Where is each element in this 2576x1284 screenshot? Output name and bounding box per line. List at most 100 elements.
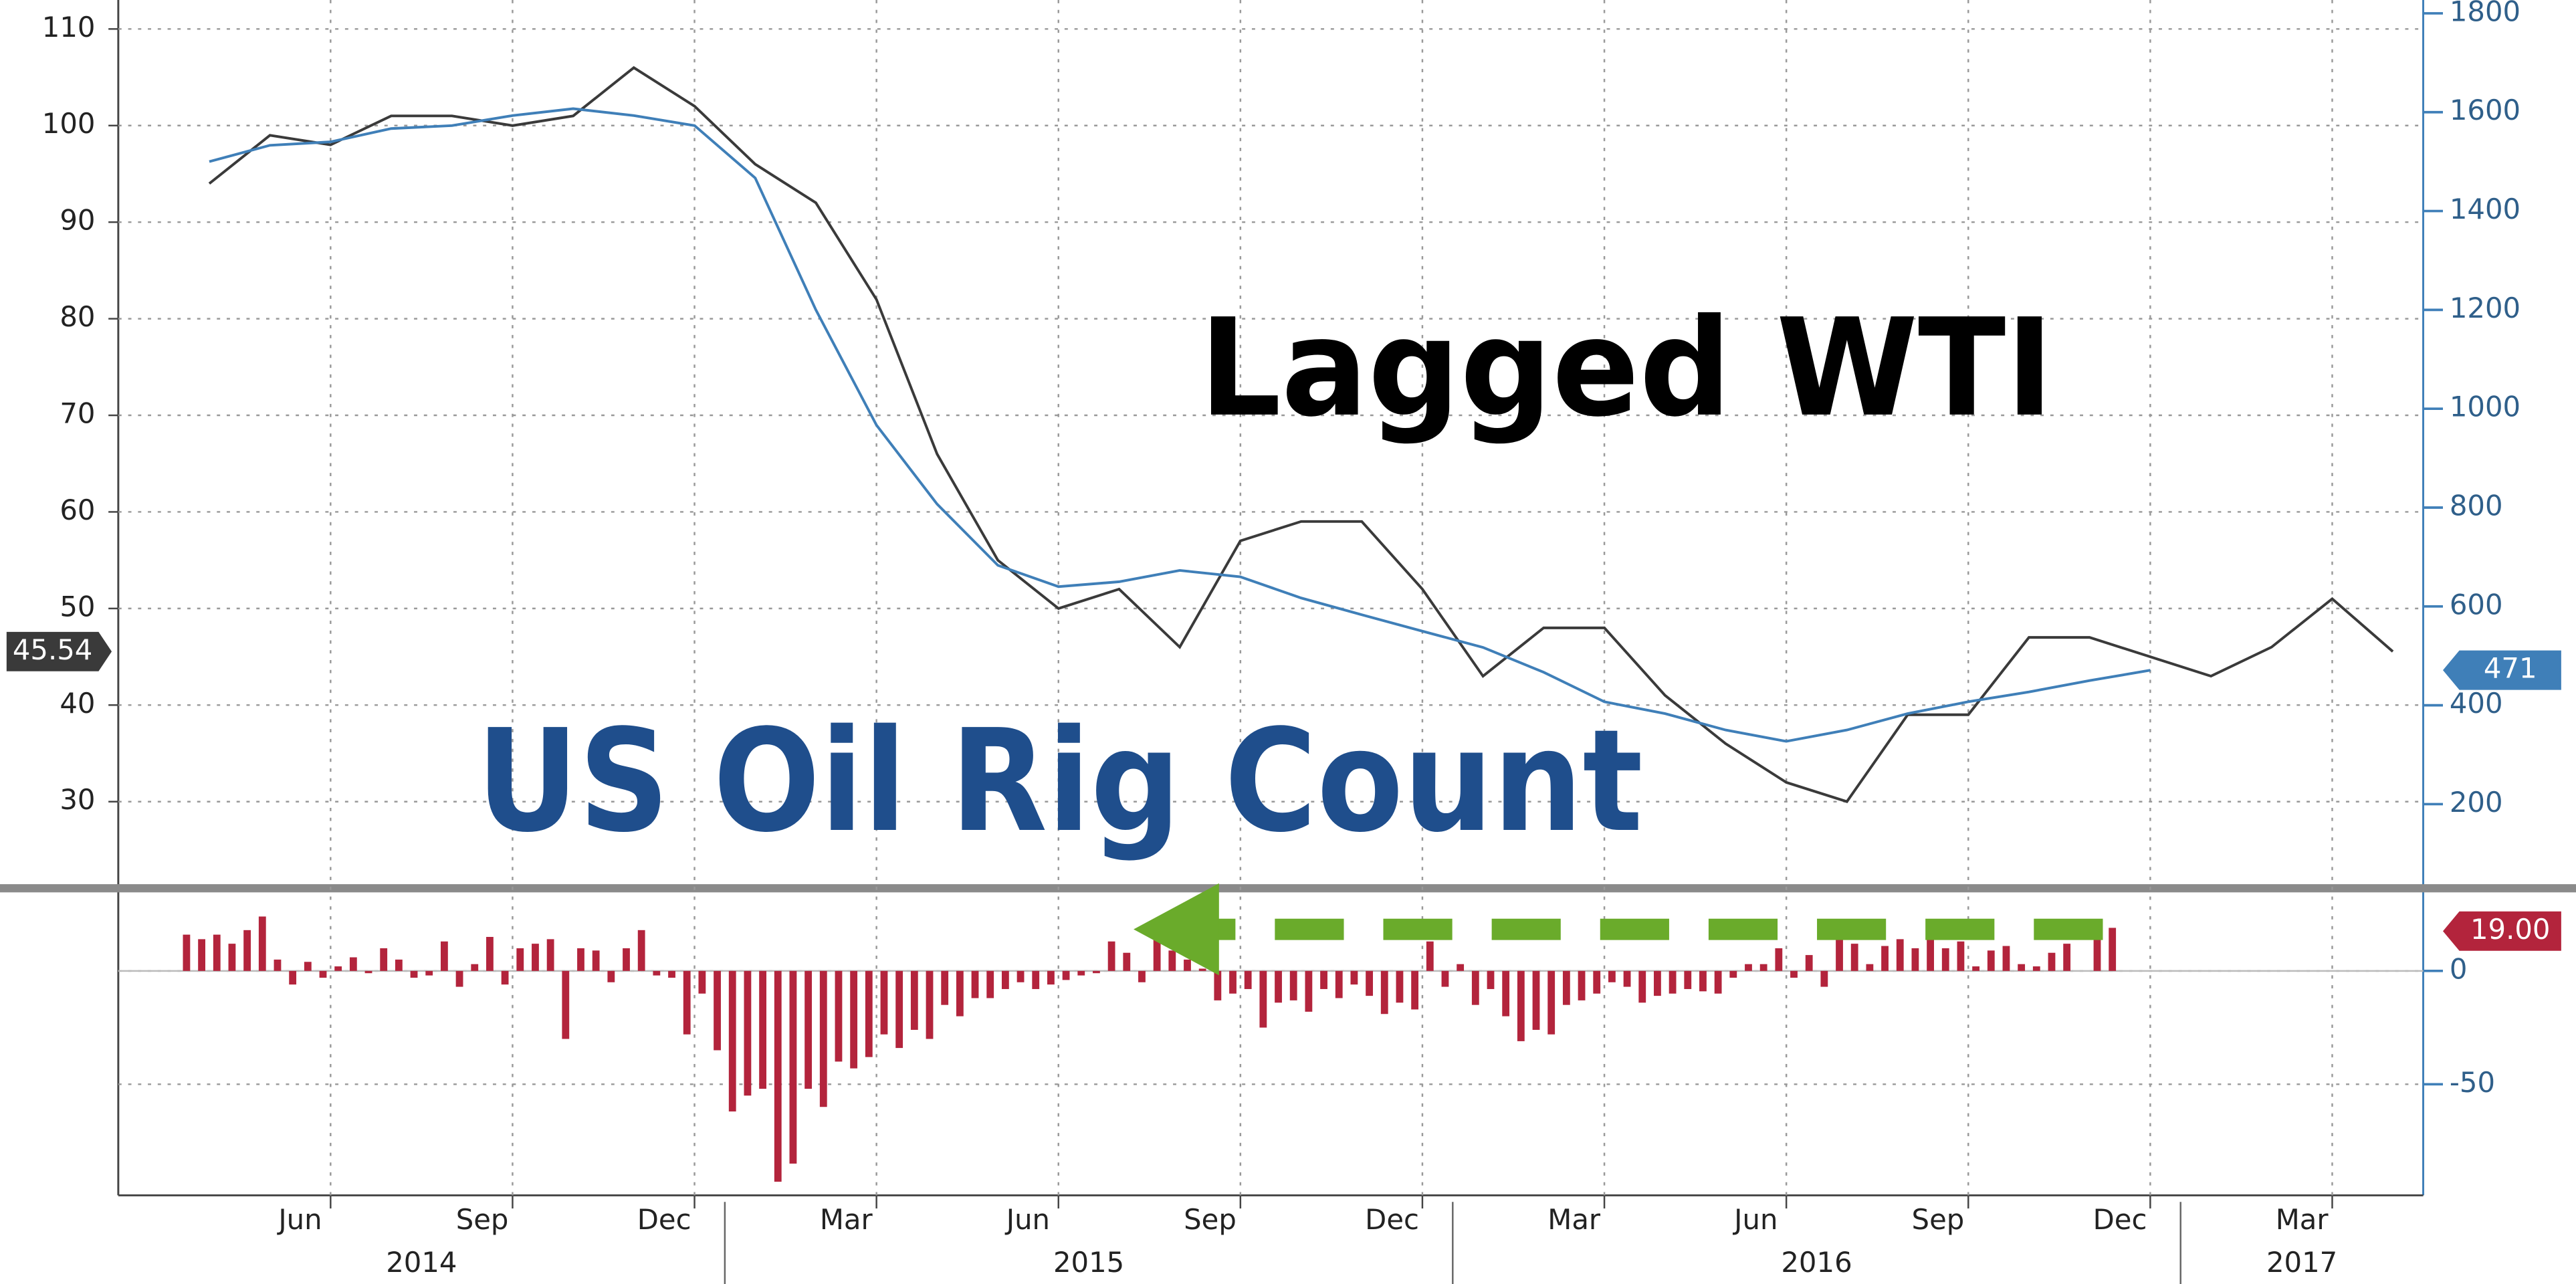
bar: [577, 948, 584, 971]
bar: [956, 970, 964, 1016]
y-tick-label: 60: [60, 494, 95, 526]
bar: [1562, 970, 1570, 1005]
bar: [486, 936, 494, 971]
bar: [637, 930, 645, 971]
bar: [1957, 941, 1965, 971]
bar: [1032, 970, 1040, 989]
bar: [1380, 970, 1388, 1014]
bar: [1107, 941, 1115, 971]
bar: [1259, 970, 1267, 1028]
y2-tick-label: 1600: [2450, 94, 2520, 126]
bar: [1457, 964, 1465, 971]
bar: [1578, 970, 1586, 1000]
bar: [243, 930, 251, 971]
bar: [228, 944, 236, 971]
year-label: 2014: [386, 1246, 457, 1279]
bar: [986, 970, 994, 998]
bar: [2002, 946, 2010, 971]
bar: [1896, 939, 1904, 971]
bar: [1001, 970, 1009, 989]
bar: [1714, 970, 1722, 994]
bar: [1350, 970, 1358, 985]
bar: [2032, 966, 2040, 971]
bar: [865, 970, 873, 1057]
bar: [562, 970, 570, 1039]
bar: [653, 970, 661, 976]
bar: [1972, 966, 1980, 971]
green-arrow: [1134, 883, 2103, 976]
bar: [2063, 944, 2071, 971]
y2-tick-label: 200: [2450, 786, 2503, 819]
y2-tick-label: 600: [2450, 588, 2503, 621]
y-tick-label: 40: [60, 687, 95, 720]
value-badge-label: 19.00: [2470, 913, 2551, 946]
bar: [926, 970, 934, 1039]
bar: [395, 959, 403, 971]
bar: [1820, 970, 1828, 987]
bar: [1471, 970, 1479, 1005]
bar: [804, 970, 813, 1089]
x-tick-label: Sep: [1184, 1203, 1237, 1236]
bar: [728, 970, 736, 1111]
bar: [1850, 944, 1858, 971]
bar: [274, 959, 282, 971]
y-tick-label: 70: [60, 397, 95, 430]
bar: [1214, 970, 1222, 1000]
bar: [2093, 939, 2101, 971]
bar: [774, 970, 782, 1182]
bar: [455, 970, 463, 987]
bar: [1502, 970, 1510, 1016]
bar: [1547, 970, 1555, 1035]
y-tick-label: 50: [60, 590, 95, 623]
bar: [319, 970, 327, 978]
annotation: US Oil Rig Count: [476, 699, 1642, 863]
bar: [1184, 959, 1191, 971]
x-tick-label: Mar: [820, 1203, 873, 1236]
bar: [1047, 970, 1055, 985]
bar: [1198, 968, 1206, 971]
bar: [1729, 970, 1737, 978]
year-label: 2016: [1781, 1246, 1852, 1279]
bar: [714, 970, 721, 1051]
value-badge: [2443, 911, 2561, 951]
bar: [349, 957, 357, 971]
bar: [1911, 948, 1919, 971]
bar: [1396, 970, 1404, 1003]
bar: [2018, 964, 2026, 971]
y-tick-label: 90: [60, 204, 95, 237]
series-line: [209, 107, 2151, 743]
bar: [1093, 970, 1100, 974]
bar: [1941, 948, 1949, 971]
bar: [532, 944, 539, 971]
bar: [1654, 970, 1661, 996]
bar: [744, 970, 752, 1096]
bar: [1684, 970, 1692, 989]
bar: [213, 934, 221, 971]
bar: [1699, 970, 1707, 992]
x-tick-label: Sep: [1912, 1203, 1965, 1236]
bar: [607, 970, 615, 982]
bar: [1487, 970, 1495, 989]
x-tick-label: Dec: [2093, 1203, 2147, 1236]
bar: [1927, 936, 1934, 971]
bar: [1745, 964, 1752, 971]
year-label: 2015: [1053, 1246, 1124, 1279]
bar: [546, 939, 554, 971]
bar: [819, 970, 827, 1107]
bar: [1790, 970, 1798, 978]
bar: [364, 970, 372, 974]
y2-tick-label: 1400: [2450, 193, 2520, 225]
year-label: 2017: [2266, 1246, 2337, 1279]
bar: [440, 941, 448, 971]
bar: [910, 970, 918, 1030]
bar: [623, 948, 630, 971]
annotation: Lagged WTI: [1199, 290, 2053, 447]
bar: [698, 970, 706, 994]
y2-tick-label: 1200: [2450, 292, 2520, 324]
x-tick-label: Jun: [276, 1203, 322, 1236]
bar: [258, 916, 266, 971]
y-tick-label: 110: [42, 11, 96, 43]
x-tick-label: Dec: [1365, 1203, 1419, 1236]
